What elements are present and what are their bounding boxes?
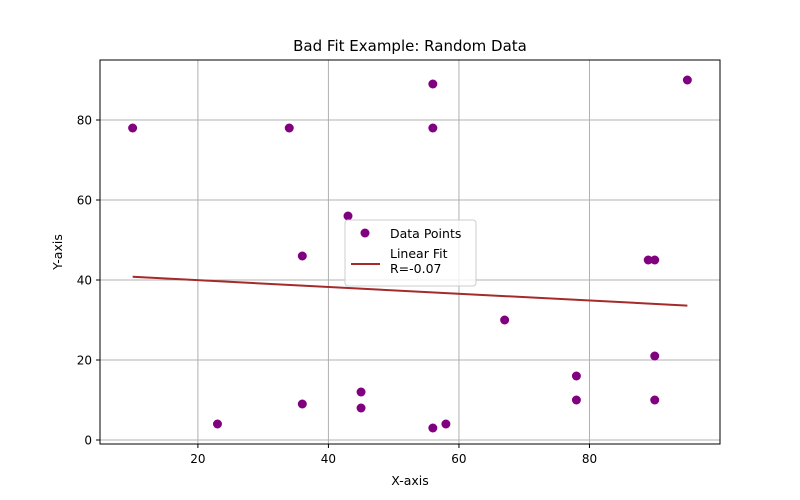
data-point [500,315,510,325]
data-point [428,123,438,133]
fit-line-layer [132,275,688,307]
y-tick-label: 20 [77,354,92,368]
y-tick-label: 80 [77,114,92,128]
legend: Data Points Linear Fit R=-0.07 [344,219,477,287]
legend-marker-data-points [360,228,370,238]
data-point [284,123,294,133]
data-point [571,371,581,381]
y-tick-label: 60 [77,194,92,208]
data-point [643,255,653,265]
data-point [650,351,660,361]
data-points-layer [128,75,692,433]
chart-title: Bad Fit Example: Random Data [293,37,527,55]
x-axis-title: X-axis [391,473,429,488]
x-tick-label: 60 [451,452,466,466]
data-point [356,387,366,397]
y-axis-title: Y-axis [50,234,65,271]
data-point [682,75,692,85]
data-point [650,255,660,265]
data-point [428,79,438,89]
legend-label-linear-fit: Linear Fit R=-0.07 [390,246,448,276]
plot-frame [99,59,721,445]
y-tick-label: 40 [77,274,92,288]
x-tick-label: 80 [582,452,597,466]
y-tick-label: 0 [84,434,92,448]
legend-box [344,219,477,287]
data-point [356,403,366,413]
data-point [297,399,307,409]
x-tick-label: 40 [321,452,336,466]
data-point [441,419,451,429]
data-point [650,395,660,405]
fit-line [132,275,688,307]
data-point [571,395,581,405]
ticks: 20 40 60 80 0 20 40 60 80 [77,114,597,467]
data-point [428,423,438,433]
data-point [343,211,353,221]
x-tick-label: 20 [190,452,205,466]
data-point [212,419,222,429]
data-point [128,123,138,133]
legend-label-data-points: Data Points [390,226,461,241]
data-point [297,251,307,261]
